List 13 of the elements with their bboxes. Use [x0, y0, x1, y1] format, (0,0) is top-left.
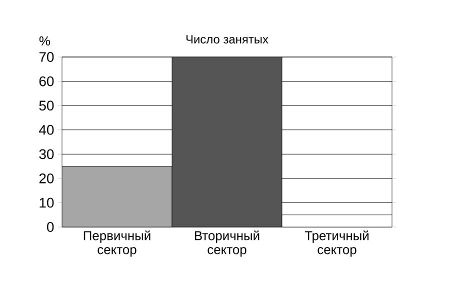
- x-tick-label: Вторичный сектор: [195, 230, 260, 257]
- chart-title: Число занятых: [186, 35, 268, 44]
- y-tick-label: 40: [39, 124, 54, 135]
- y-tick-label: 60: [39, 76, 54, 86]
- y-tick-label: 0: [47, 222, 54, 232]
- y-tick-label: 70: [39, 52, 54, 62]
- x-tick-label: Третичный сектор: [304, 230, 368, 257]
- x-tick-label: Первичный сектор: [84, 230, 150, 257]
- y-axis-title: %: [39, 36, 50, 46]
- y-tick-label: 20: [39, 173, 54, 184]
- y-tick-label: 10: [40, 198, 54, 208]
- y-tick-label: 30: [39, 149, 54, 160]
- y-tick-label: 50: [39, 100, 54, 111]
